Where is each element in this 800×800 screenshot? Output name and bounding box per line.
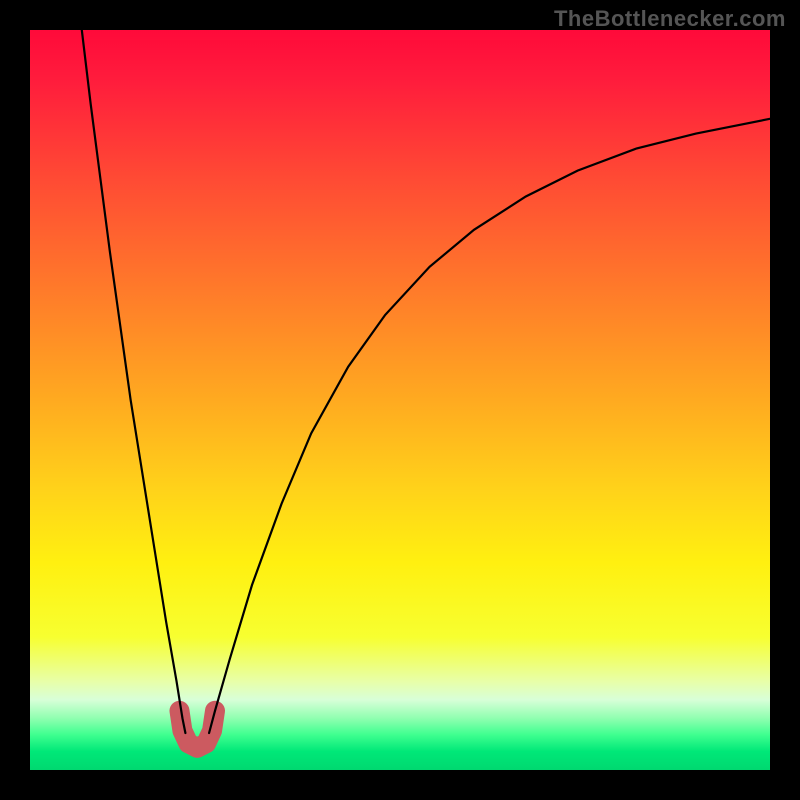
curve-overlay — [30, 30, 770, 770]
watermark-text: TheBottlenecker.com — [554, 6, 786, 32]
bottleneck-curve-left — [82, 30, 186, 733]
chart-container: TheBottlenecker.com — [0, 0, 800, 800]
bottleneck-curve-right — [209, 119, 770, 733]
plot-area — [30, 30, 770, 770]
